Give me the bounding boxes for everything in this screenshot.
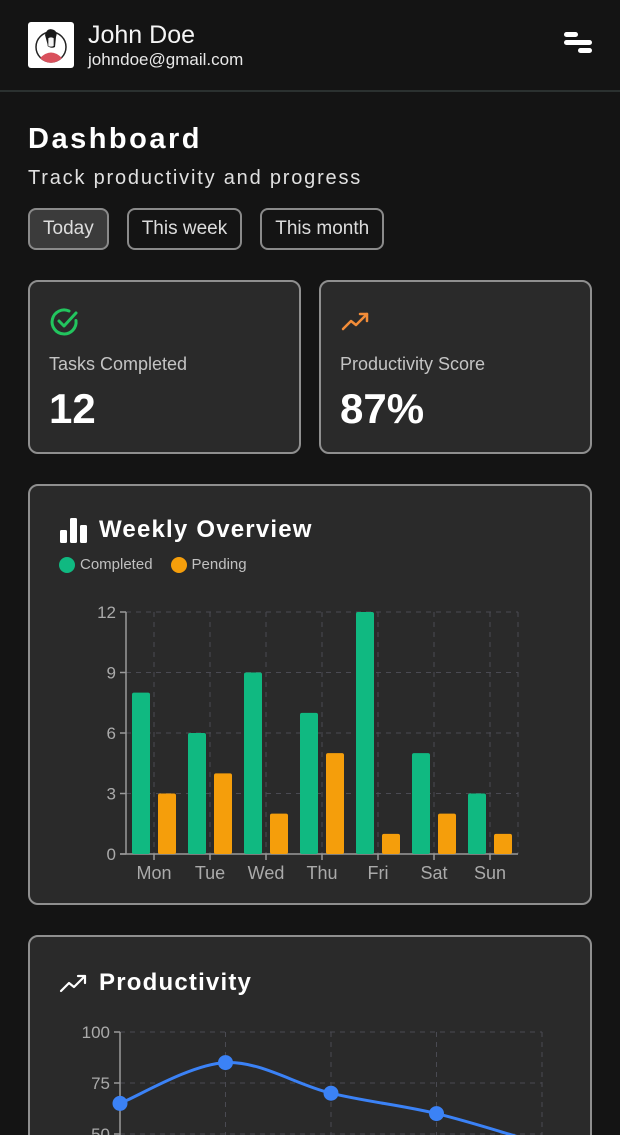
stats-row: Tasks Completed 12 Productivity Score 87… [28, 280, 592, 454]
bar-completed-wed[interactable] [244, 672, 262, 855]
productivity-score-card[interactable]: Productivity Score 87% [319, 280, 592, 454]
main-content: Dashboard Track productivity and progres… [0, 122, 620, 1135]
bar-completed-fri[interactable] [356, 612, 374, 854]
bar-completed-tue[interactable] [188, 733, 206, 854]
legend-item-pending[interactable]: Pending [170, 556, 247, 573]
svg-text:Thu: Thu [306, 863, 337, 883]
bar-pending-wed[interactable] [270, 813, 288, 854]
user-info: John Doe johndoe@gmail.com [88, 21, 243, 70]
svg-text:Tue: Tue [195, 863, 225, 883]
chart-title-text: Productivity [99, 969, 253, 996]
trending-up-icon [59, 974, 87, 993]
svg-text:75: 75 [91, 1074, 110, 1093]
svg-text:Mon: Mon [136, 863, 171, 883]
line-point-1[interactable] [218, 1055, 233, 1071]
svg-text:3: 3 [107, 785, 116, 804]
chart-legend: Completed Pending [59, 556, 561, 573]
legend-dot-icon [170, 556, 187, 573]
svg-text:9: 9 [107, 664, 116, 683]
legend-item-completed[interactable]: Completed [59, 556, 153, 573]
check-circle-icon [50, 308, 78, 336]
menu-button[interactable] [564, 30, 594, 56]
stat-label: Productivity Score [340, 354, 486, 374]
bar-pending-tue[interactable] [214, 773, 232, 854]
bar-pending-fri[interactable] [382, 833, 400, 854]
bar-pending-sun[interactable] [494, 833, 512, 854]
stat-value: 12 [49, 385, 96, 432]
bar-pending-mon[interactable] [158, 793, 176, 855]
bar-completed-thu[interactable] [300, 712, 318, 854]
svg-text:Sat: Sat [420, 863, 447, 883]
user-avatar-illustration [35, 29, 67, 63]
legend-label: Completed [80, 556, 153, 573]
weekly-overview-card: Weekly Overview Completed Pending 0 3 6 9 12… [28, 484, 592, 905]
svg-text:0: 0 [107, 845, 116, 864]
stat-label: Tasks Completed [49, 354, 188, 374]
stat-value: 87% [340, 385, 425, 432]
page-title: Dashboard [28, 123, 202, 155]
filter-today-button[interactable]: Today [28, 208, 109, 250]
svg-text:Fri: Fri [368, 863, 389, 883]
page-subtitle: Track productivity and progress [28, 167, 363, 189]
bar-completed-sun[interactable] [468, 793, 486, 855]
filter-this-month-button[interactable]: This month [260, 208, 385, 250]
weekly-bar-chart[interactable]: 0 3 6 9 12 Mon Tue Wed Thu Fri Sat Sun [30, 604, 590, 894]
svg-text:50: 50 [91, 1125, 110, 1135]
user-email: johndoe@gmail.com [88, 49, 244, 69]
bar-pending-sat[interactable] [438, 813, 456, 854]
svg-text:12: 12 [97, 604, 116, 622]
bar-pending-thu[interactable] [326, 753, 344, 854]
productivity-card: Productivity 100755025 [28, 935, 592, 1135]
user-name: John Doe [88, 20, 196, 49]
tasks-completed-card[interactable]: Tasks Completed 12 [28, 280, 301, 454]
avatar[interactable] [28, 22, 74, 68]
bar-completed-sat[interactable] [412, 753, 430, 854]
svg-text:100: 100 [82, 1023, 110, 1042]
svg-text:Sun: Sun [474, 863, 506, 883]
chart-title-text: Weekly Overview [99, 516, 313, 543]
line-point-0[interactable] [112, 1095, 128, 1111]
svg-text:6: 6 [107, 724, 116, 743]
time-filter-group: Today This week This month [28, 208, 592, 250]
bar-chart-icon [60, 518, 87, 543]
legend-label: Pending [191, 556, 247, 573]
trending-up-icon [341, 312, 369, 331]
app-header: John Doe johndoe@gmail.com [0, 0, 620, 92]
line-point-3[interactable] [429, 1106, 444, 1122]
line-point-2[interactable] [323, 1085, 339, 1101]
bar-completed-mon[interactable] [132, 692, 150, 854]
filter-this-week-button[interactable]: This week [126, 208, 243, 250]
weekly-overview-title: Weekly Overview [59, 516, 561, 544]
svg-text:Wed: Wed [248, 863, 285, 883]
productivity-line-chart[interactable]: 100755025 [30, 1015, 590, 1135]
legend-dot-icon [59, 556, 75, 573]
productivity-title: Productivity [59, 969, 561, 997]
